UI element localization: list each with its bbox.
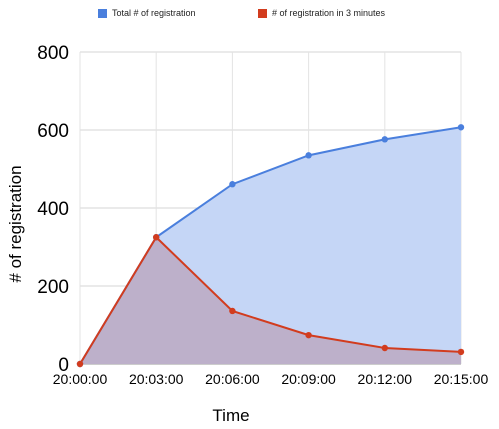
legend: Total # of registration # of registratio… [0, 8, 499, 24]
x-tick-labels: 20:00:00 20:03:00 20:06:00 20:09:00 20:12:00… [53, 371, 489, 387]
x-tick-label: 20:09:00 [281, 371, 336, 387]
data-point-s0-2 [229, 181, 236, 188]
x-tick-label: 20:00:00 [53, 371, 108, 387]
data-point-s0-3 [305, 152, 312, 159]
data-point-s1-0 [76, 360, 84, 368]
x-axis-label: Time [212, 406, 249, 425]
legend-swatch-total [98, 8, 107, 18]
x-tick-label: 20:15:00 [434, 371, 489, 387]
series-area-1 [80, 237, 461, 364]
data-point-s1-4 [381, 344, 388, 352]
y-tick-label: 0 [58, 355, 69, 376]
x-tick-label: 20:12:00 [358, 371, 413, 387]
y-tick-labels: 0 200 400 600 800 [37, 43, 69, 376]
legend-label-total: Total # of registration [112, 8, 196, 18]
y-tick-label: 800 [37, 43, 69, 64]
data-point-s1-5 [457, 348, 465, 356]
series-lines [79, 126, 462, 365]
series-areas [80, 127, 461, 365]
data-point-s1-1 [153, 234, 160, 241]
x-tick-label: 20:06:00 [205, 371, 260, 387]
legend-item-total: Total # of registration [98, 8, 196, 18]
legend-swatch-3min [258, 8, 267, 18]
y-tick-label: 600 [37, 121, 69, 142]
legend-label-3min: # of registration in 3 minutes [272, 8, 386, 18]
y-tick-label: 400 [37, 199, 69, 220]
data-point-s1-2 [229, 307, 236, 315]
x-tick-label: 20:03:00 [129, 371, 184, 387]
data-point-s0-5 [457, 124, 465, 131]
series-line-1 [79, 235, 462, 365]
series-points [76, 124, 465, 368]
legend-item-3min: # of registration in 3 minutes [258, 8, 385, 18]
y-tick-label: 200 [37, 277, 69, 298]
y-axis-label: # of registration [6, 165, 25, 282]
data-point-s0-4 [381, 136, 388, 143]
data-point-s1-3 [305, 331, 312, 339]
